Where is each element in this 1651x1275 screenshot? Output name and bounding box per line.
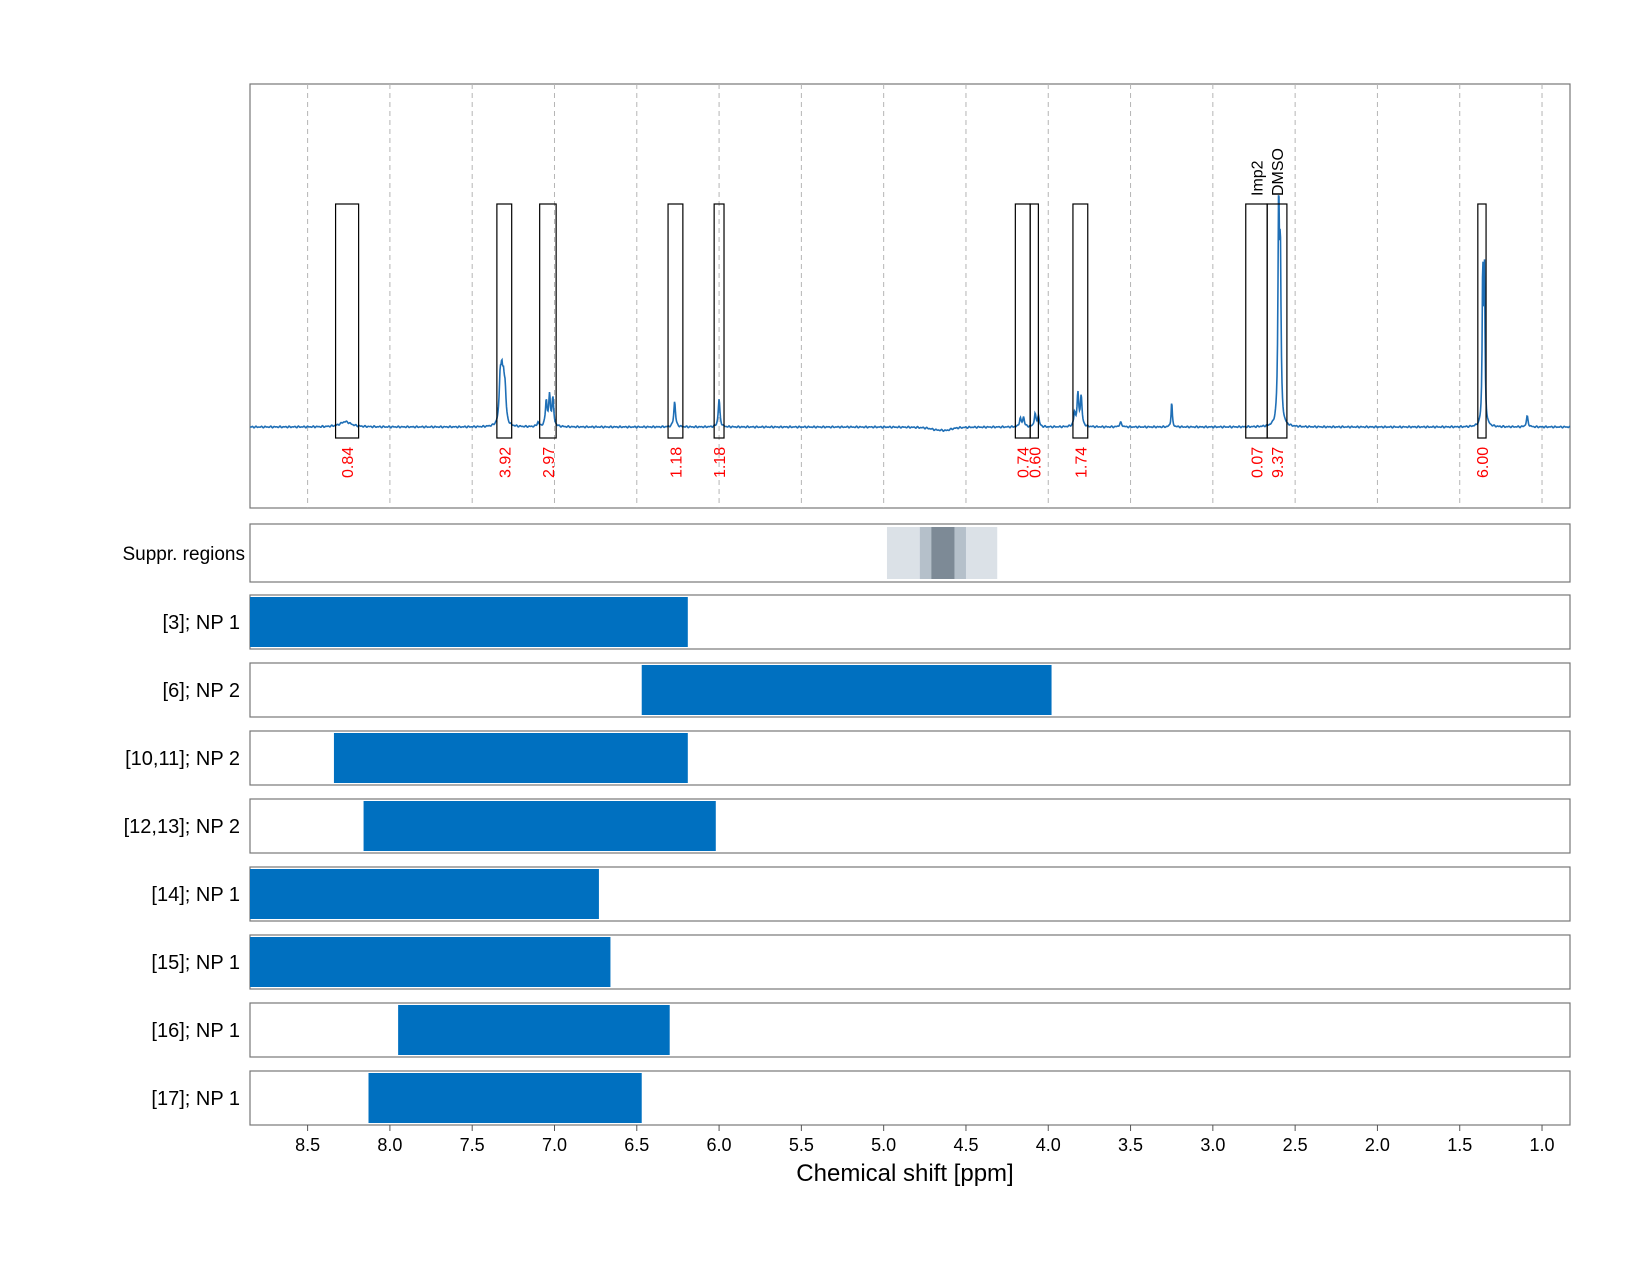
integral-box [1029,203,1039,439]
integral-value: 1.74 [1073,447,1090,478]
x-tick-label: 4.5 [953,1135,978,1155]
integral-value: 0.74 [1016,447,1033,478]
row-label: [10,11]; NP 2 [125,748,240,770]
x-tick-label: 3.0 [1200,1135,1225,1155]
x-tick-label: 3.5 [1118,1135,1143,1155]
integral-value: 0.84 [340,447,357,478]
row-label: [17]; NP 1 [151,1088,240,1110]
row-label: [15]; NP 1 [151,952,240,974]
row-bar [250,937,611,987]
integral-box [713,203,725,439]
integral-value: 0.60 [1027,447,1044,478]
integral-value: 2.97 [541,447,558,478]
integral-value: 0.07 [1249,447,1266,478]
x-tick-label: 5.0 [871,1135,896,1155]
integral-box [1245,203,1268,439]
x-tick-label: 5.5 [789,1135,814,1155]
suppression-panel: Suppr. regions [122,523,1571,583]
assignment-rows: [3]; NP 1 [6]; NP 2 [10,11]; NP 2 [12,13]; … [124,594,1571,1126]
integral-box [334,203,360,439]
integral-value: 6.00 [1475,447,1492,478]
x-tick-label: 1.0 [1530,1135,1555,1155]
integral-box [1477,203,1487,439]
integral-value: 1.18 [668,447,685,478]
row-label: [3]; NP 1 [163,612,240,634]
x-tick-label: 2.5 [1283,1135,1308,1155]
x-tick-label: 2.0 [1365,1135,1390,1155]
integral-value: 1.18 [712,447,729,478]
row-label: [12,13]; NP 2 [124,816,240,838]
suppression-band [931,527,955,579]
integral-value: 3.92 [497,447,514,478]
spectrum-panel: 0.84 3.92 2.97 1.18 1.18 0.740.60 1.74 0.07 Imp2… [249,83,1571,509]
row-bar [250,597,688,647]
x-tick-label: 6.0 [707,1135,732,1155]
integral-box [496,203,513,439]
row-bar [368,1073,642,1123]
spectrum-line [249,195,1571,433]
region-name: Imp2 [1249,160,1266,196]
integral-value: 9.37 [1270,447,1287,478]
row-label: [14]; NP 1 [151,884,240,906]
integral-box [1072,203,1089,439]
x-tick-label: 8.0 [377,1135,402,1155]
row-bar [641,665,1052,715]
spectrum-frame [249,83,1571,509]
region-name: DMSO [1270,148,1287,196]
integral-box [1014,203,1031,439]
x-tick-label: 1.5 [1447,1135,1472,1155]
row-bar [250,869,599,919]
x-axis: 8.5 8.0 7.5 7.0 6.5 6.0 5.5 5.0 4.5 4.0 3.5 3.0 2.5 2… [295,1125,1555,1155]
x-tick-label: 4.0 [1036,1135,1061,1155]
integral-box [539,203,557,439]
x-tick-label: 6.5 [624,1135,649,1155]
row-label: [16]; NP 1 [151,1020,240,1042]
x-tick-label: 8.5 [295,1135,320,1155]
x-axis-label: Chemical shift [ppm] [796,1160,1013,1187]
row-bar [398,1005,670,1055]
suppression-label: Suppr. regions [122,544,245,565]
row-bar [333,733,688,783]
row-label: [6]; NP 2 [163,680,240,702]
row-bar [363,801,716,851]
x-tick-label: 7.5 [460,1135,485,1155]
integral-box [667,203,684,439]
x-tick-label: 7.0 [542,1135,567,1155]
integral-box [1266,203,1288,439]
